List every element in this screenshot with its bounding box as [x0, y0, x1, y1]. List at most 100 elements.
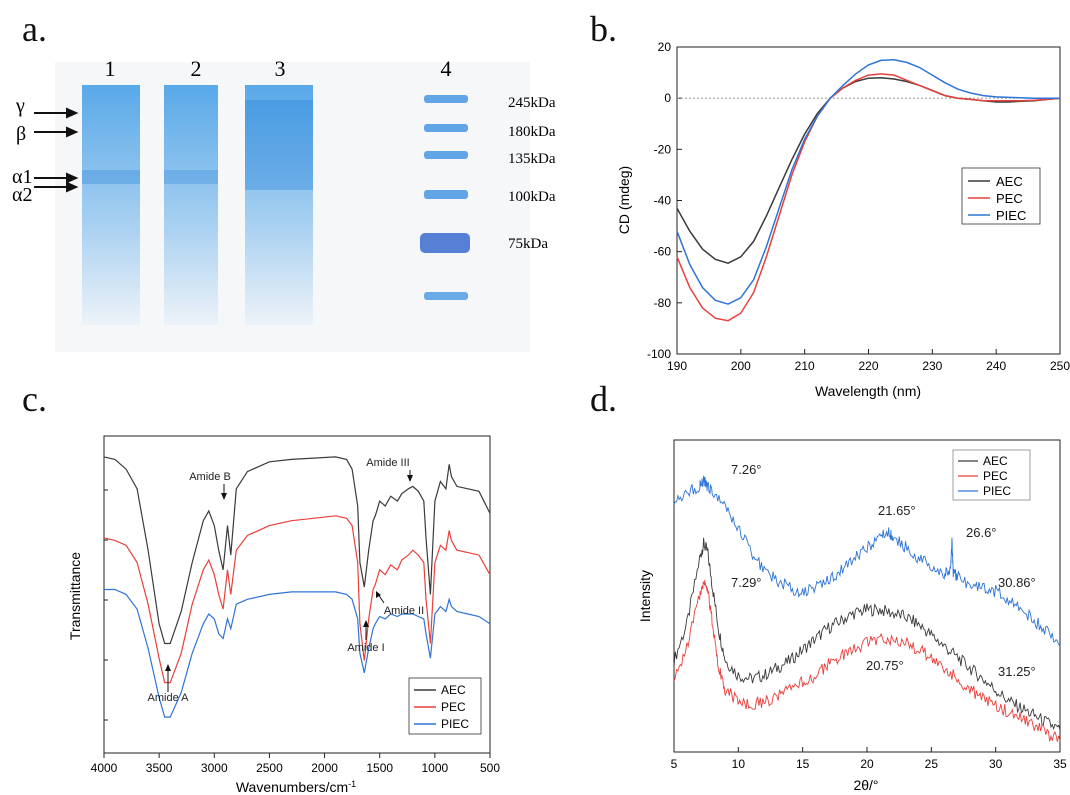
band-label-gamma: γ	[15, 95, 25, 117]
cd-y-tick-label: -60	[654, 245, 672, 259]
annotation-xrd-26-6: 26.6°	[966, 525, 997, 540]
xrd-series-piec	[673, 475, 1061, 647]
marker-band-low	[424, 292, 468, 300]
cd-x-axis-label: Wavelength (nm)	[815, 383, 921, 399]
xrd-annotations: 7.26° 21.65° 26.6° 30.86° 7.29° 20.75° 3…	[731, 462, 1036, 679]
marker-band-245	[424, 95, 468, 103]
band-arrows	[34, 107, 79, 193]
marker-band-180	[424, 124, 468, 132]
cd-series-piec	[676, 59, 1060, 305]
gel-lane-2	[164, 85, 218, 325]
band-label-beta: β	[16, 123, 26, 145]
annotation-xrd-7-29: 7.29°	[731, 575, 762, 590]
ftir-x-axis-label-main: Wavenumbers/cm	[236, 779, 348, 795]
ftir-annotations: Amide A Amide B Amide I Amide II Amide I…	[148, 457, 425, 704]
annotation-xrd-30-86: 30.86°	[998, 575, 1036, 590]
xrd-series-aec	[673, 537, 1061, 731]
gel-alpha-band-lane-1	[82, 170, 140, 184]
marker-label-245: 245kDa	[508, 95, 556, 111]
cd-x-tick-label: 220	[858, 359, 878, 373]
marker-label-135: 135kDa	[508, 151, 556, 167]
xrd-legend-box	[952, 449, 1031, 501]
ftir-y-axis-label: Transmittance	[67, 552, 83, 640]
ftir-x-tick-label: 4000	[91, 761, 118, 775]
ftir-legend-piec: PIEC	[441, 717, 469, 731]
annotation-xrd-31-25: 31.25°	[998, 664, 1036, 679]
annotation-amide-a: Amide A	[148, 692, 190, 704]
annotation-amide-i: Amide I	[347, 642, 384, 654]
cd-x-tick-label: 240	[986, 359, 1006, 373]
gel-panel: 1 2 3 4 245kDa 180kDa 135kDa 100kDa 75kD…	[12, 56, 556, 352]
ftir-x-tick-label: 3500	[146, 761, 173, 775]
cd-y-tick-label: -40	[654, 194, 672, 208]
band-label-alpha1: α1	[12, 166, 32, 188]
ftir-series-aec	[103, 456, 491, 645]
ftir-x-tick-label: 3000	[201, 761, 228, 775]
annotation-amide-ii: Amide II	[384, 605, 424, 617]
cd-y-tick-label: 0	[664, 91, 671, 105]
cd-series-aec	[676, 76, 1061, 265]
xrd-x-tick-label: 5	[671, 757, 678, 771]
ftir-x-tick-label: 2500	[256, 761, 283, 775]
xrd-chart: 5 10 15 20 25 30 35 2θ/° Intensity 7.26° 21.65…	[637, 439, 1067, 793]
panel-label-b: b.	[590, 9, 617, 49]
cd-chart: 190 200 210 220 230 240 250 -100 -80 -60 -40 -20 0 20…	[616, 40, 1070, 399]
xrd-legend-pec: PEC	[983, 469, 1008, 483]
annotation-amide-b: Amide B	[189, 471, 231, 483]
ftir-legend: AEC PEC PIEC	[408, 677, 482, 735]
lane-label-3: 3	[275, 56, 286, 81]
xrd-x-axis-label: 2θ/°	[853, 777, 878, 793]
cd-legend-aec: AEC	[996, 174, 1023, 189]
cd-legend: AEC PEC PIEC	[961, 167, 1041, 225]
cd-x-tick-label: 200	[731, 359, 751, 373]
ftir-x-tick-label: 2000	[311, 761, 338, 775]
marker-label-100: 100kDa	[508, 189, 556, 205]
gel-lane-1	[82, 85, 140, 325]
xrd-legend: AEC PEC PIEC	[952, 449, 1031, 501]
cd-legend-pec: PEC	[996, 191, 1023, 206]
marker-band-75	[420, 233, 470, 253]
xrd-x-tick-label: 30	[989, 757, 1003, 771]
ftir-legend-aec: AEC	[441, 683, 466, 697]
gel-dense-region-lane-3	[245, 100, 313, 190]
ftir-x-tick-label: 1000	[422, 761, 449, 775]
lane-label-2: 2	[191, 56, 202, 81]
marker-label-75: 75kDa	[508, 236, 548, 252]
ftir-series-pec	[103, 515, 491, 684]
xrd-y-axis-label: Intensity	[637, 570, 653, 622]
panel-label-d: d.	[590, 379, 617, 419]
xrd-x-tick-label: 25	[925, 757, 939, 771]
cd-y-tick-label: -100	[647, 347, 671, 361]
cd-y-tick-label: -20	[654, 142, 672, 156]
gel-alpha-band-lane-2	[164, 170, 218, 184]
ftir-plot-frame	[103, 435, 491, 754]
cd-x-tick-label: 190	[667, 359, 687, 373]
cd-y-tick-label: 20	[658, 40, 672, 54]
cd-x-tick-label: 210	[795, 359, 815, 373]
panel-label-c: c.	[22, 379, 47, 419]
xrd-series-pec	[673, 579, 1061, 742]
gel-lane-3	[245, 85, 313, 325]
band-label-alpha2: α2	[12, 184, 32, 206]
cd-y-tick-label: -80	[654, 296, 672, 310]
annotation-amide-iii: Amide III	[366, 457, 409, 469]
annotation-xrd-20-75: 20.75°	[866, 658, 904, 673]
lane-label-4: 4	[441, 56, 452, 81]
cd-x-tick-label: 250	[1050, 359, 1070, 373]
ftir-x-tick-label: 1500	[366, 761, 393, 775]
xrd-x-tick-label: 10	[732, 757, 746, 771]
xrd-x-tick-label: 15	[796, 757, 810, 771]
ftir-legend-pec: PEC	[441, 700, 466, 714]
xrd-legend-piec: PIEC	[983, 484, 1011, 498]
ftir-x-axis-label-sup: -1	[348, 779, 356, 789]
xrd-x-tick-label: 20	[860, 757, 874, 771]
cd-x-tick-label: 230	[922, 359, 942, 373]
marker-band-135	[424, 151, 468, 159]
cd-y-axis-label: CD (mdeg)	[616, 166, 632, 234]
ftir-x-tick-label: 500	[480, 761, 500, 775]
xrd-legend-aec: AEC	[983, 454, 1008, 468]
annotation-xrd-21-65: 21.65°	[878, 503, 916, 518]
xrd-x-tick-label: 35	[1053, 757, 1067, 771]
ftir-chart: 4000 3500 3000 2500 2000 1500 1000 500 Wavenumb…	[67, 435, 500, 795]
